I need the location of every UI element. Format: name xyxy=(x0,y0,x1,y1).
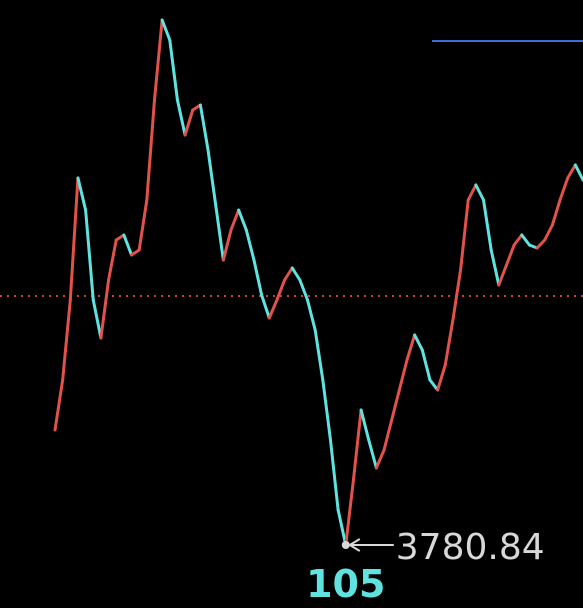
price-segment xyxy=(328,438,340,512)
price-segment xyxy=(275,278,287,302)
price-segment xyxy=(221,228,233,262)
price-segment xyxy=(313,328,325,382)
price-segment xyxy=(214,203,225,262)
price-segment xyxy=(53,378,65,432)
price-segment xyxy=(466,183,478,202)
price-segment xyxy=(482,198,493,252)
low-label: 3780.84 xyxy=(396,527,545,568)
price-segment xyxy=(428,378,440,392)
price-segment xyxy=(283,266,294,282)
price-segment xyxy=(451,268,463,322)
price-segment xyxy=(535,238,547,250)
price-segment xyxy=(397,358,409,392)
price-segment xyxy=(290,266,302,282)
price-segment xyxy=(267,298,279,320)
price-segment xyxy=(405,333,417,362)
price-segment xyxy=(206,148,218,207)
price-segment xyxy=(474,183,486,202)
price-segment xyxy=(573,163,583,182)
price-segment xyxy=(374,448,386,470)
price-segment xyxy=(244,228,256,262)
price-segment xyxy=(168,38,179,102)
price-segment xyxy=(183,108,195,137)
price-segment xyxy=(413,333,424,352)
price-segment xyxy=(145,98,156,202)
price-segment xyxy=(61,298,72,382)
price-segment xyxy=(175,98,187,137)
price-segment xyxy=(436,363,447,392)
price-segment xyxy=(504,243,516,267)
price-segment xyxy=(566,163,577,180)
price-segment xyxy=(558,176,570,202)
price-segment xyxy=(359,408,371,442)
price-segment xyxy=(130,248,141,257)
price-segment xyxy=(512,233,524,247)
price-segment xyxy=(252,258,264,297)
low-point xyxy=(341,541,350,549)
price-segment xyxy=(298,278,310,302)
price-segment xyxy=(351,408,363,482)
price-segment xyxy=(152,18,164,102)
price-segment xyxy=(76,176,88,212)
price-segment xyxy=(122,233,134,257)
price-segment xyxy=(443,318,455,367)
price-segment xyxy=(321,378,332,442)
price-segment xyxy=(260,293,271,320)
cursor-label: 105 xyxy=(306,562,385,606)
price-segment xyxy=(382,418,394,452)
price-segment xyxy=(497,263,508,287)
price-segment xyxy=(344,478,355,547)
price-segment xyxy=(237,208,248,232)
price-segment xyxy=(459,198,470,272)
price-segment xyxy=(306,298,317,332)
price-segment xyxy=(367,438,378,470)
price-segment xyxy=(229,208,241,232)
price-segment xyxy=(68,176,80,302)
price-segment xyxy=(390,388,401,422)
price-segment xyxy=(137,198,149,252)
price-segment xyxy=(543,223,554,242)
price-segment xyxy=(336,508,348,547)
price-segment xyxy=(99,278,111,340)
price-segment xyxy=(84,208,95,302)
price-segment xyxy=(489,248,501,287)
price-segment xyxy=(550,198,562,227)
price-segment xyxy=(420,348,432,382)
price-segment xyxy=(91,298,103,340)
price-segment xyxy=(520,233,531,247)
price-segment xyxy=(198,103,210,152)
low-arrowhead xyxy=(349,538,361,552)
price-segment xyxy=(107,238,118,282)
price-segment xyxy=(160,18,172,42)
